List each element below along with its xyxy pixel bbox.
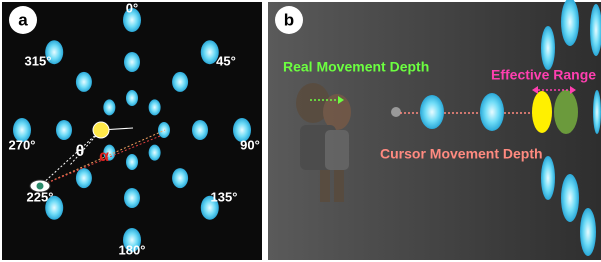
target <box>420 95 444 129</box>
target <box>56 120 72 140</box>
panel-label: b <box>284 10 294 29</box>
target <box>124 52 140 72</box>
panel-a-bg <box>2 2 262 260</box>
figure: θ α a Real Movement Depth Effective Rang… <box>0 0 601 262</box>
eye-iris <box>37 183 44 190</box>
target <box>126 154 138 170</box>
angle-label: 315° <box>25 53 52 68</box>
alpha-label: α <box>99 148 109 165</box>
angle-label: 45° <box>216 53 236 68</box>
origin-dot <box>391 107 401 117</box>
target <box>480 93 504 131</box>
angle-label: 225° <box>27 189 54 204</box>
target <box>593 90 601 134</box>
target <box>541 156 555 200</box>
target <box>103 99 115 115</box>
cursor-movement-label: Cursor Movement Depth <box>380 146 543 162</box>
target <box>172 168 188 188</box>
target <box>124 188 140 208</box>
panel-label: a <box>18 10 28 29</box>
range-end <box>554 90 578 134</box>
theta-label: θ <box>76 143 85 160</box>
target <box>76 72 92 92</box>
target <box>149 145 161 161</box>
real-movement-label: Real Movement Depth <box>283 59 429 75</box>
target <box>172 72 188 92</box>
effective-range-label: Effective Range <box>491 67 596 83</box>
angle-label: 180° <box>119 242 146 257</box>
target <box>149 99 161 115</box>
range-start <box>532 91 552 133</box>
cursor <box>93 122 109 138</box>
angle-label: 90° <box>240 137 260 152</box>
target <box>580 208 596 256</box>
target <box>126 90 138 106</box>
target <box>561 0 579 46</box>
target <box>76 168 92 188</box>
angle-label: 0° <box>126 0 138 15</box>
target <box>192 120 208 140</box>
target <box>541 26 555 70</box>
target <box>561 174 579 222</box>
angle-label: 135° <box>211 189 238 204</box>
angle-label: 270° <box>9 137 36 152</box>
